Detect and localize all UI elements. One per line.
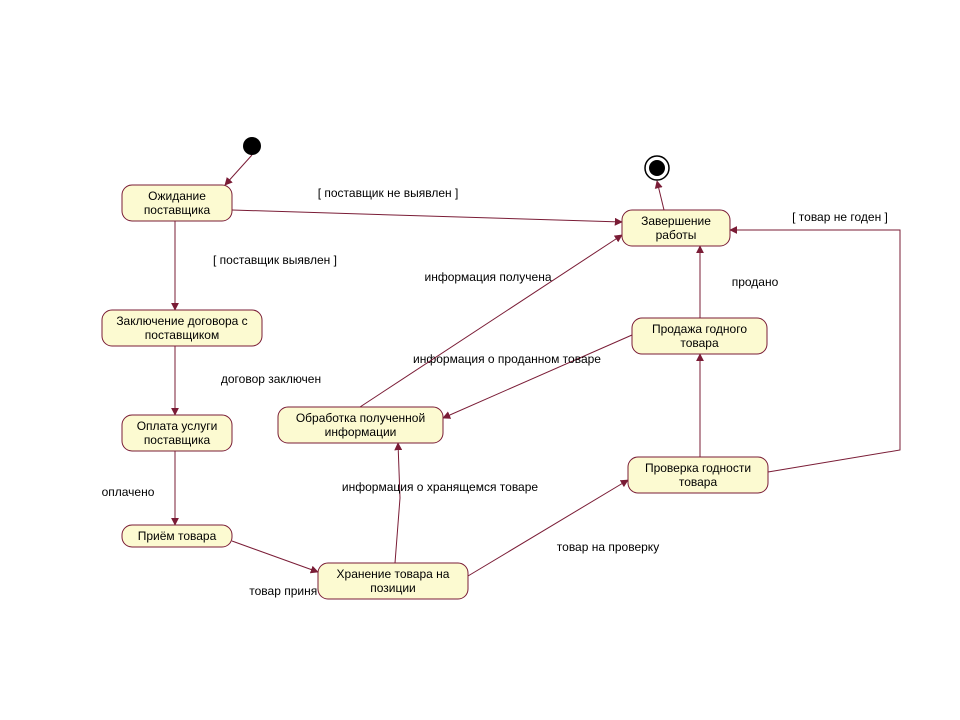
edge-e_n5_n6 xyxy=(395,443,400,563)
node-label: информации xyxy=(325,425,397,439)
node-n6: Обработка полученнойинформации xyxy=(278,407,443,443)
edge-e_n6_n9 xyxy=(360,235,622,407)
node-n5: Хранение товара напозиции xyxy=(318,563,468,599)
edge-label-e_n3_n4: оплачено xyxy=(102,485,155,499)
nodes-layer: ОжиданиепоставщикаЗаключение договора сп… xyxy=(102,185,768,599)
node-label: позиции xyxy=(370,581,416,595)
node-n4: Приём товара xyxy=(122,525,232,547)
final-node-dot xyxy=(649,160,665,176)
node-n9: Завершениеработы xyxy=(622,210,730,246)
node-label: Приём товара xyxy=(138,529,217,543)
node-label: Заключение договора с xyxy=(116,314,247,328)
edge-e_start_n1 xyxy=(225,155,252,185)
node-label: поставщиком xyxy=(145,328,219,342)
node-label: Оплата услуги xyxy=(137,419,218,433)
edge-label-e_n5_n7: товар на проверку xyxy=(557,540,659,554)
node-label: Хранение товара на xyxy=(337,567,450,581)
node-n7: Проверка годноститовара xyxy=(628,457,768,493)
node-n3: Оплата услугипоставщика xyxy=(122,415,232,451)
activity-diagram: [ поставщик выявлен ] [ поставщик не выяв… xyxy=(0,0,960,720)
node-label: товара xyxy=(680,336,719,350)
node-n8: Продажа годноготовара xyxy=(632,318,767,354)
edge-label-e_n8_n9: продано xyxy=(732,275,779,289)
edge-e_n5_n7 xyxy=(468,480,628,576)
edge-label-e_n5_n6: информация о хранящемся товаре xyxy=(342,480,538,494)
node-label: Ожидание xyxy=(148,189,206,203)
node-label: Проверка годности xyxy=(645,461,751,475)
node-label: Обработка полученной xyxy=(296,411,425,425)
edge-e_n8_n6 xyxy=(443,335,632,418)
node-n2: Заключение договора споставщиком xyxy=(102,310,262,346)
edge-label-e_n8_n6: информация о проданном товаре xyxy=(413,352,601,366)
node-n1: Ожиданиепоставщика xyxy=(122,185,232,221)
edge-label-e_n6_n9: информация получена xyxy=(424,270,551,284)
edge-e_n4_n5 xyxy=(232,541,318,572)
edge-e_n1_n9 xyxy=(232,210,622,222)
node-label: Завершение xyxy=(641,214,711,228)
edge-label-e_n2_n3: договор заключен xyxy=(221,372,321,386)
edge-label-e_n1_n9: [ поставщик не выявлен ] xyxy=(318,186,459,200)
edge-label-e_n1_n2: [ поставщик выявлен ] xyxy=(213,253,337,267)
node-label: работы xyxy=(656,228,697,242)
node-label: Продажа годного xyxy=(652,322,747,336)
node-label: товара xyxy=(679,475,718,489)
edge-label-e_n7_end_bad: [ товар не годен ] xyxy=(792,210,888,224)
node-label: поставщика xyxy=(144,203,211,217)
initial-node xyxy=(243,137,261,155)
edge-label-e_n4_n5: товар принят xyxy=(249,584,323,598)
edge-e_n9_end xyxy=(657,181,664,210)
node-label: поставщика xyxy=(144,433,211,447)
